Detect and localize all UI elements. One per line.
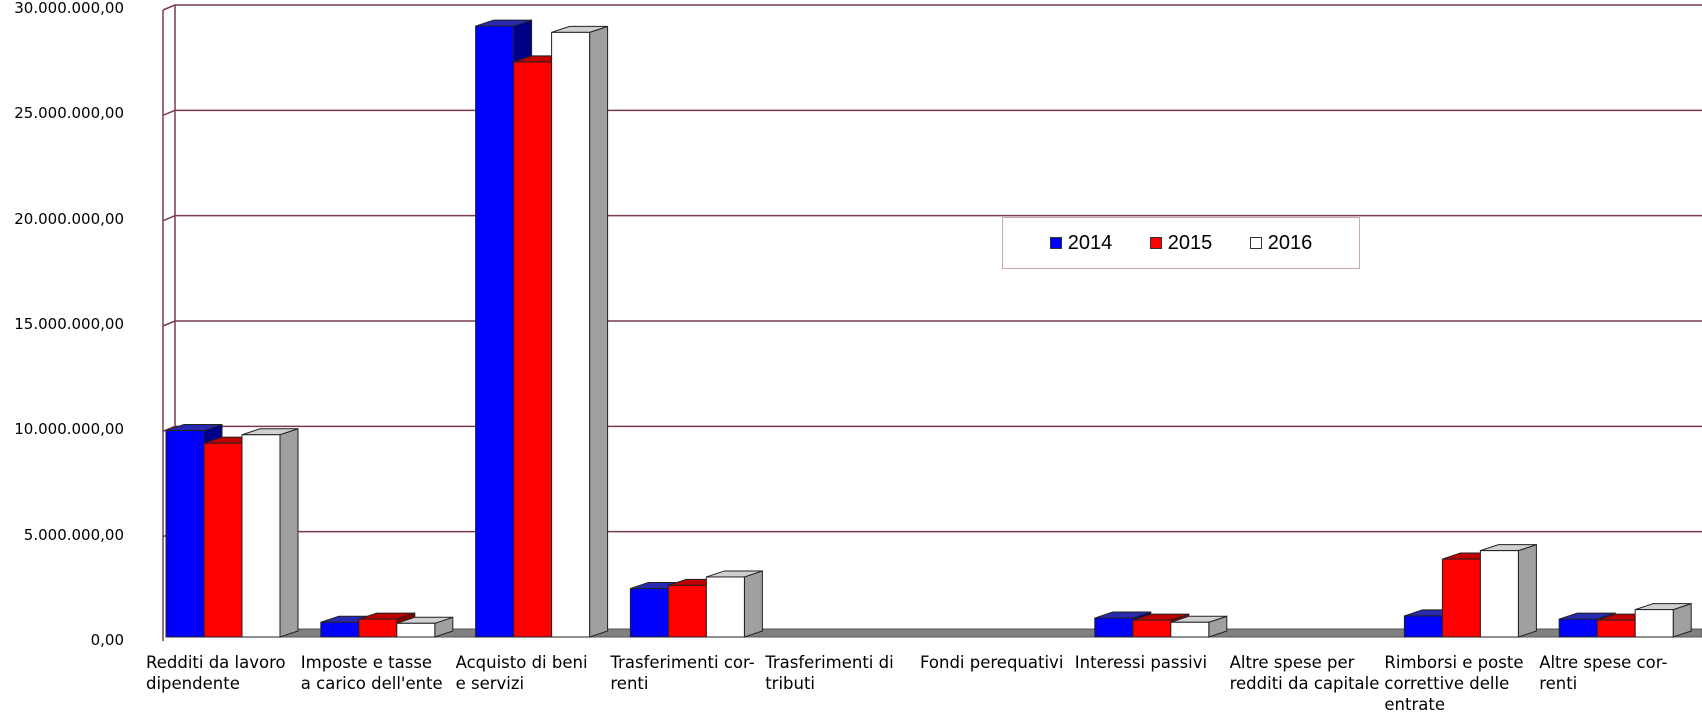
x-category-label: Redditi da lavoro dipendente	[146, 653, 286, 693]
x-category-label: Altre spese cor- renti	[1539, 653, 1668, 693]
legend-label: 2014	[1067, 231, 1113, 254]
legend-label: 2015	[1167, 231, 1213, 254]
gridline-slant	[162, 109, 176, 117]
y-tick-label: 30.000.000,00	[14, 0, 124, 17]
legend-swatch	[1149, 237, 1162, 249]
gridline-slant	[162, 214, 176, 222]
bar-2015-2	[513, 61, 553, 638]
chart-legend: 2014 2015 2016	[1002, 217, 1360, 269]
legend-swatch	[1049, 237, 1062, 249]
bar-2016-3-side	[743, 570, 763, 638]
bar-2014-3	[629, 588, 669, 638]
x-category-label: Trasferimenti cor- renti	[610, 653, 755, 693]
y-tick-label: 0,00	[90, 631, 124, 649]
bar-2015-6	[1132, 619, 1172, 638]
legend-item: 2016	[1249, 231, 1313, 255]
x-category-label: Acquisto di beni e servizi	[455, 653, 588, 693]
bar-2014-1	[320, 621, 360, 638]
legend-swatch	[1249, 237, 1262, 249]
x-category-label: Altre spese per redditi da capitale	[1229, 653, 1380, 693]
bar-2016-2-side	[589, 25, 609, 638]
x-category-label: Fondi perequativi	[920, 653, 1064, 672]
bar-2016-2	[551, 31, 591, 638]
bar-2014-0	[165, 430, 205, 638]
gridline-slant	[162, 425, 176, 433]
bar-2016-6	[1170, 621, 1210, 638]
legend-item: 2014	[1049, 231, 1113, 255]
x-category-label: Imposte e tasse a carico dell'ente	[300, 653, 443, 693]
bar-2016-8	[1479, 550, 1519, 638]
bar-2016-3	[705, 576, 745, 638]
legend-item: 2015	[1149, 231, 1213, 255]
x-category-label: Trasferimenti di tributi	[765, 653, 894, 693]
bar-2014-8	[1403, 615, 1443, 638]
bar-2014-9	[1558, 618, 1598, 638]
x-category-label: Interessi passivi	[1074, 653, 1208, 672]
gridline-slant	[162, 320, 176, 327]
bar-2014-6	[1094, 617, 1134, 638]
bar-2016-0	[241, 434, 281, 638]
x-category-label: Rimborsi e poste correttive delle entrat…	[1384, 653, 1524, 714]
y-tick-label: 25.000.000,00	[14, 104, 124, 123]
gridline-slant	[162, 4, 176, 11]
bar-2016-9	[1634, 609, 1674, 638]
bar-2015-9	[1596, 619, 1636, 638]
y-tick-label: 15.000.000,00	[14, 315, 124, 333]
bar-2016-1	[396, 622, 436, 638]
y-tick-label: 5.000.000,00	[23, 525, 124, 544]
bar-2016-0-side	[279, 428, 299, 638]
legend-label: 2016	[1267, 231, 1313, 254]
y-tick-label: 20.000.000,00	[14, 209, 124, 228]
bar-2015-3	[667, 584, 707, 638]
bar-2014-2	[475, 25, 515, 638]
y-tick-label: 10.000.000,00	[14, 420, 124, 439]
bar-2015-0	[203, 442, 243, 638]
bar-2015-8	[1441, 558, 1481, 638]
bar-2015-1	[358, 618, 398, 638]
bar-2016-8-side	[1517, 543, 1537, 638]
